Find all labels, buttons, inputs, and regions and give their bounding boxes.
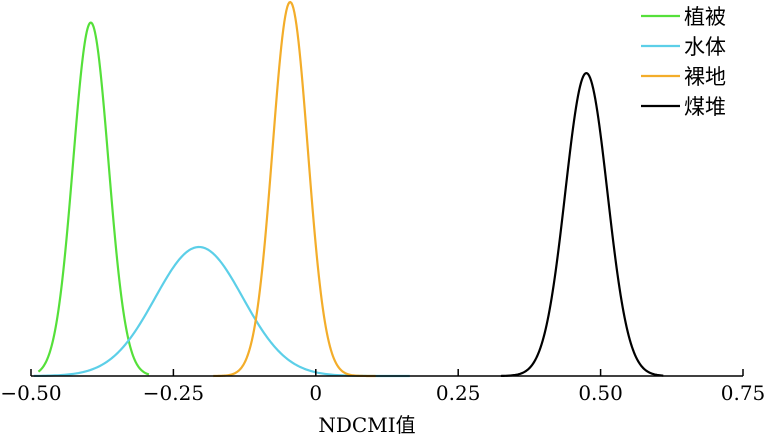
x-tick-label: 0.75 (721, 381, 766, 405)
series-line-2 (33, 245, 410, 378)
x-tick-label: 0.25 (436, 381, 481, 405)
x-tick-label: −0.25 (143, 381, 204, 405)
legend-label: 煤堆 (684, 95, 726, 119)
x-axis-title: NDCMI值 (318, 413, 415, 437)
x-axis-ticks: −0.50 −0.25 0 0.25 0.50 0.75 (0, 369, 765, 405)
x-tick-label: 0 (309, 381, 322, 405)
legend-label: 水体 (684, 35, 726, 59)
series-line-1 (37, 21, 150, 376)
legend-label: 裸地 (684, 65, 726, 89)
series-line-3 (213, 0, 376, 378)
series-line-4 (500, 71, 664, 378)
series-curves (33, 0, 664, 378)
x-tick-label: 0.50 (578, 381, 623, 405)
legend-label: 植被 (684, 5, 726, 29)
x-tick-label: −0.50 (0, 381, 61, 405)
